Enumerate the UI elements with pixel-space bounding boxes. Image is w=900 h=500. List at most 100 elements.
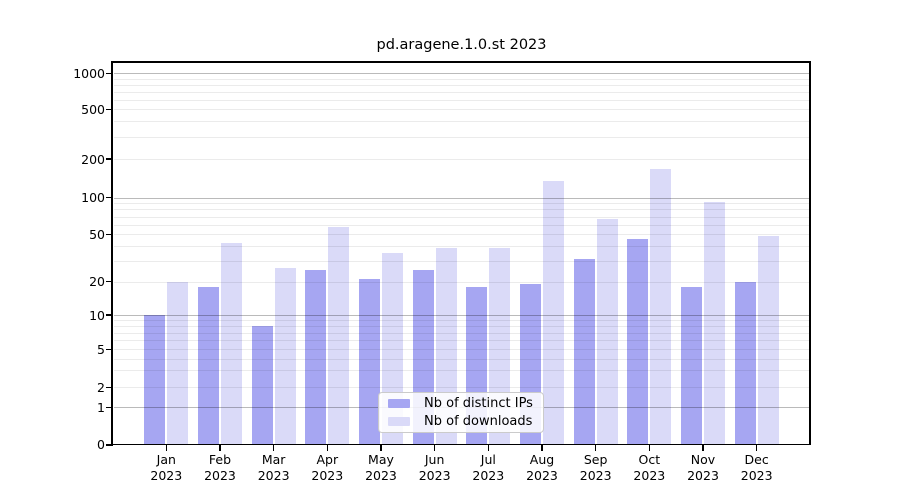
y-gridline-major [114,73,809,75]
y-gridline-minor [114,84,809,86]
x-axis-tick [380,445,382,451]
bar-downloads [596,218,618,445]
y-gridline-minor [114,137,809,138]
bar-downloads [220,243,242,445]
x-axis-tick-label: Jul 2023 [472,452,505,483]
y-axis-tick [106,196,113,199]
y-gridline-major [114,197,809,199]
y-axis-tick [106,314,113,316]
legend-label-downloads: Nb of downloads [424,414,533,429]
y-axis-tick-label: 50 [89,226,105,242]
x-axis-tick [648,445,651,451]
x-axis-tick [594,445,597,451]
bar-distinct-ips [144,315,166,445]
x-axis-tick-label: May 2023 [365,452,397,483]
bar-distinct-ips [251,326,273,445]
y-gridline-minor [114,340,809,342]
bar-distinct-ips [681,286,702,445]
y-axis-tick-label: 200 [81,151,105,167]
x-axis-tick-label: Jan 2023 [150,452,183,483]
bar-downloads [650,168,672,445]
legend-swatch-distinct-ips-icon [388,398,410,409]
y-axis-tick [106,386,113,389]
legend-row-distinct-ips: Nb of distinct IPs [388,396,534,411]
y-gridline-minor [114,332,809,334]
y-gridline-minor [114,260,809,262]
x-axis-tick [755,445,758,451]
y-axis-tick-label: 10 [89,307,105,323]
axis-spine-bottom [111,443,811,446]
y-gridline-minor [114,91,809,93]
x-axis-tick-label: Dec 2023 [740,452,773,483]
y-gridline-minor [114,326,809,328]
y-gridline-minor [114,224,809,226]
y-gridline-minor [114,281,809,283]
y-gridline-minor [114,78,809,80]
y-gridline-minor [114,387,809,389]
y-axis-tick-label: 1000 [73,65,105,81]
y-gridline-minor [114,203,809,205]
x-axis-tick [165,445,168,451]
legend-swatch-downloads-icon [388,416,410,427]
axis-spine-left [111,61,114,445]
y-axis-tick-label: 5 [97,341,105,357]
bar-downloads [274,268,296,445]
y-axis-tick-label: 1 [97,399,105,415]
bar-downloads [542,180,564,445]
x-axis-tick-label: Oct 2023 [633,452,666,483]
y-axis-tick-label: 0 [97,437,105,453]
x-axis-tick [219,445,221,451]
axis-spine-top [111,61,811,63]
y-axis-tick [106,72,113,75]
y-gridline-major [114,315,809,316]
x-axis-tick [702,445,704,451]
y-gridline-minor [114,370,809,372]
chart-legend: Nb of distinct IPs Nb of downloads [378,392,544,433]
bar-distinct-ips [573,259,595,445]
y-gridline-minor [114,349,809,351]
x-axis-tick-label: Sep 2023 [579,452,612,483]
y-gridline-minor [114,209,809,211]
y-gridline-minor [114,234,809,236]
x-axis-tick-label: Apr 2023 [311,452,344,483]
bar-downloads [704,202,725,445]
y-axis-tick-label: 100 [81,190,105,206]
bar-downloads [167,281,189,445]
y-gridline-minor [114,245,809,247]
y-gridline-minor [114,109,809,111]
y-gridline-minor [114,99,809,101]
bar-distinct-ips [358,279,380,445]
x-axis-tick [487,445,490,451]
x-axis-tick-label: Nov 2023 [687,452,719,483]
legend-label-distinct-ips: Nb of distinct IPs [424,396,533,411]
x-axis-tick-label: Feb 2023 [204,452,236,483]
bar-downloads [328,227,350,445]
bar-distinct-ips [197,286,219,445]
x-axis-tick [272,445,275,451]
x-axis-tick-label: Jun 2023 [418,452,451,483]
x-axis-tick [541,445,543,451]
y-axis-tick [106,406,113,409]
x-axis-tick [433,445,436,451]
axis-spine-right [809,61,811,445]
y-axis-tick [106,233,113,236]
y-gridline-minor [114,159,809,160]
bar-distinct-ips [627,238,649,445]
y-gridline-minor [114,320,809,322]
bar-downloads [757,236,779,445]
y-axis-tick [106,158,113,160]
y-axis-tick-label: 2 [97,379,105,395]
y-axis-tick [106,108,113,111]
y-axis-tick-label: 500 [81,101,105,117]
bar-distinct-ips [734,281,756,445]
chart-title: pd.aragene.1.0.st 2023 [376,37,547,53]
x-axis-tick [326,445,329,451]
legend-row-downloads: Nb of downloads [388,414,534,429]
bar-distinct-ips [305,270,327,445]
y-axis-tick [106,348,113,351]
x-axis-tick-label: Mar 2023 [257,452,290,483]
y-gridline-minor [114,121,809,123]
y-axis-tick [106,444,113,446]
y-gridline-minor [114,358,809,360]
